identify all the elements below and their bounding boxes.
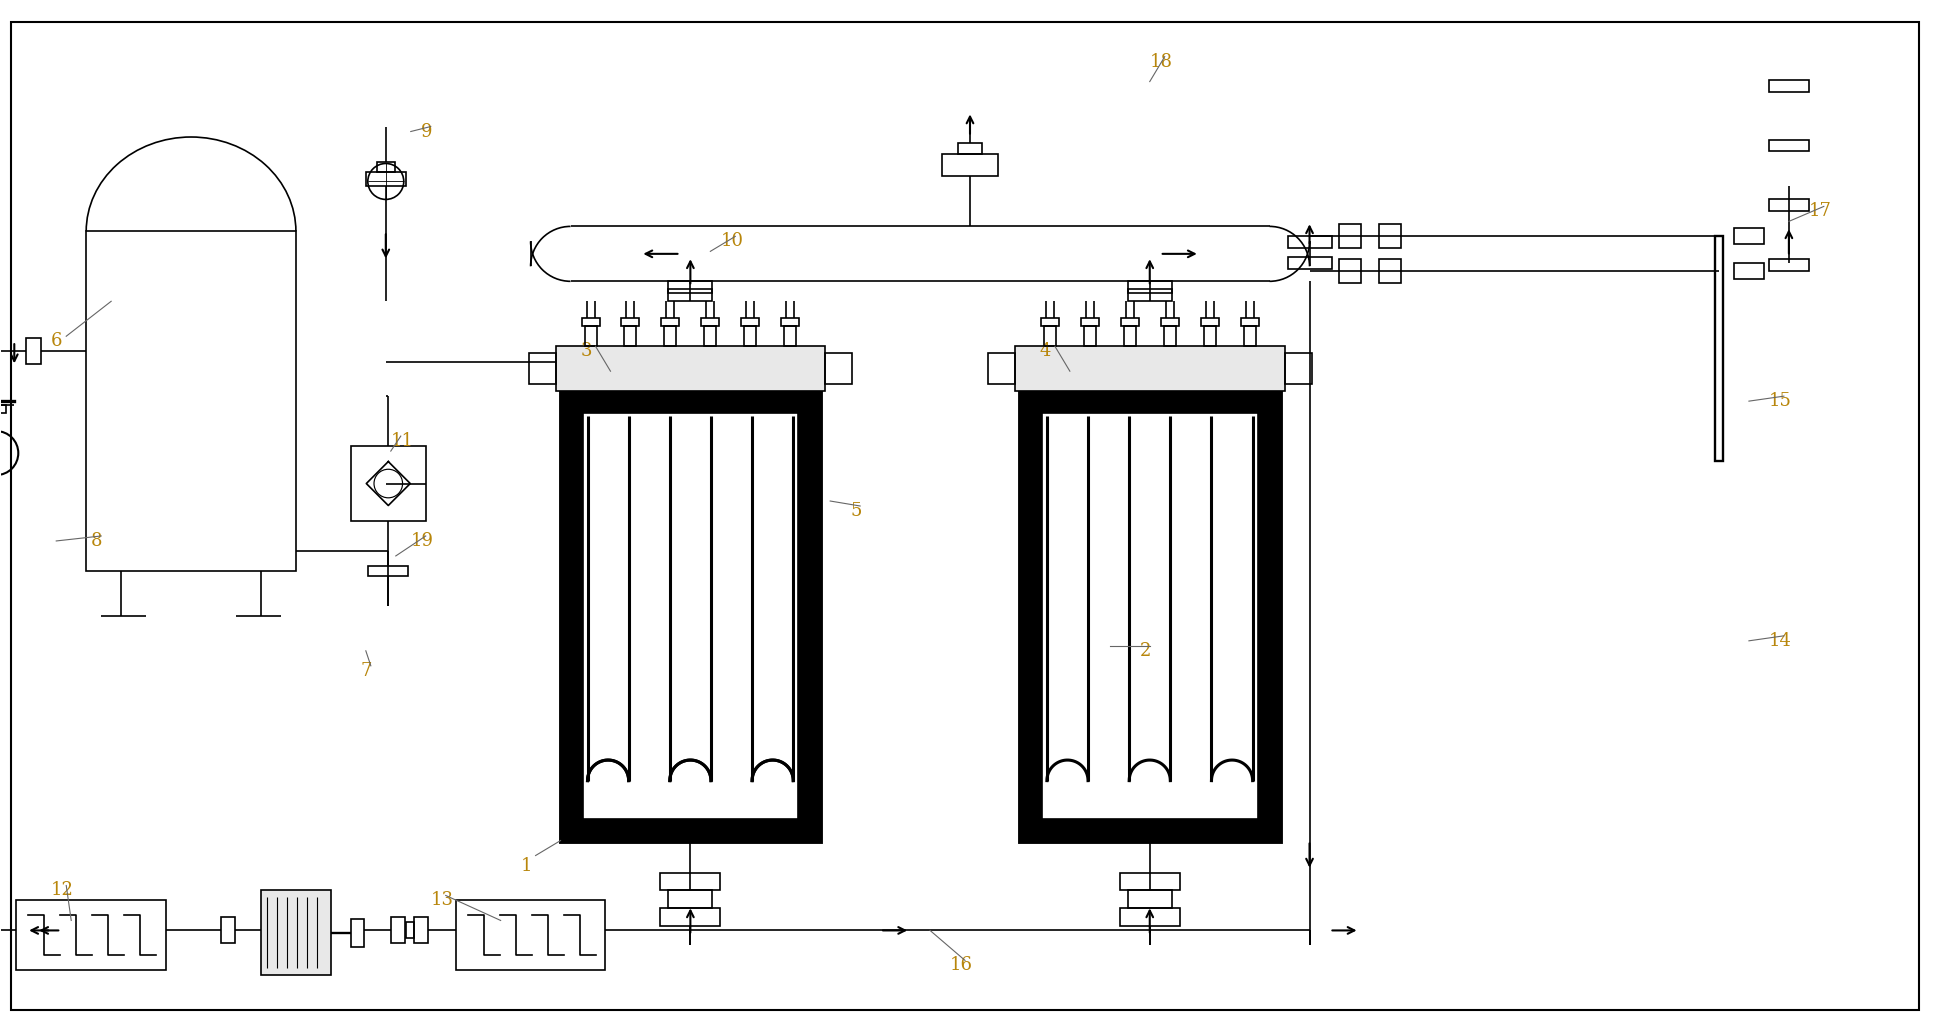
Bar [1715, 237, 1723, 461]
Text: 10: 10 [719, 233, 743, 250]
Text: 17: 17 [1808, 202, 1831, 221]
Bar [1083, 327, 1097, 346]
Bar [582, 414, 799, 819]
Bar [1164, 327, 1176, 346]
Bar [1160, 319, 1178, 327]
Bar [1735, 263, 1764, 280]
Bar [785, 327, 797, 346]
Bar [704, 327, 716, 346]
Bar [1288, 257, 1331, 270]
Bar [1340, 259, 1362, 283]
Bar [1128, 282, 1172, 293]
Bar [1379, 225, 1402, 248]
Text: 3: 3 [580, 342, 592, 360]
Bar [702, 319, 719, 327]
Bar [1288, 237, 1331, 248]
Text: 11: 11 [391, 432, 414, 450]
Bar [456, 901, 605, 970]
Bar [1735, 229, 1764, 244]
Text: 4: 4 [1040, 342, 1052, 360]
Text: 1: 1 [520, 857, 532, 875]
Bar [1240, 319, 1259, 327]
Bar [659, 873, 719, 890]
Bar [1379, 259, 1402, 283]
Bar [988, 353, 1015, 384]
Bar [350, 920, 364, 947]
Bar [625, 327, 636, 346]
Bar [414, 918, 427, 943]
Bar [1120, 873, 1180, 890]
Bar [391, 918, 404, 943]
Text: 18: 18 [1149, 53, 1172, 70]
Bar [350, 446, 425, 521]
Bar [1201, 319, 1218, 327]
Bar [1128, 890, 1172, 909]
Bar [1770, 199, 1808, 211]
Bar [1203, 327, 1216, 346]
Text: 5: 5 [851, 502, 861, 520]
Text: 16: 16 [950, 957, 973, 974]
Bar [781, 319, 799, 327]
Bar [669, 289, 712, 301]
Bar [1120, 909, 1180, 926]
Bar [1244, 327, 1255, 346]
Bar [528, 353, 555, 384]
Text: 19: 19 [410, 532, 433, 550]
Bar [261, 890, 331, 975]
Bar [27, 338, 41, 364]
Bar [87, 232, 296, 571]
Bar [584, 327, 596, 346]
Bar [1015, 346, 1284, 391]
Bar [0, 405, 6, 414]
Bar [1340, 225, 1362, 248]
Bar [665, 327, 677, 346]
Bar [1019, 391, 1280, 840]
Bar [1040, 319, 1060, 327]
Text: 13: 13 [431, 891, 454, 910]
Text: 14: 14 [1770, 632, 1791, 649]
Bar [377, 162, 395, 173]
Bar [555, 346, 826, 391]
Bar [366, 173, 406, 187]
Bar [1284, 353, 1311, 384]
Bar [1044, 327, 1056, 346]
Bar [1770, 259, 1808, 272]
Bar [745, 327, 756, 346]
Text: 12: 12 [50, 881, 73, 900]
Text: 7: 7 [362, 662, 371, 680]
Bar [621, 319, 640, 327]
Bar [659, 909, 719, 926]
Bar [741, 319, 760, 327]
Bar [1124, 327, 1135, 346]
Bar [1042, 414, 1257, 819]
Bar [1770, 80, 1808, 92]
Bar [220, 918, 236, 943]
Bar [15, 901, 166, 970]
Text: 6: 6 [50, 332, 62, 350]
Bar [826, 353, 853, 384]
Bar [1122, 319, 1139, 327]
Text: 9: 9 [422, 123, 431, 141]
Text: 8: 8 [91, 532, 103, 550]
Bar [367, 566, 408, 576]
Bar [406, 922, 414, 938]
Bar [661, 319, 679, 327]
Bar [1128, 289, 1172, 301]
Text: 15: 15 [1770, 392, 1791, 410]
Bar [582, 319, 600, 327]
Bar [1081, 319, 1099, 327]
Bar [942, 154, 998, 177]
Bar [957, 143, 982, 154]
Bar [561, 391, 820, 840]
Bar [669, 890, 712, 909]
Bar [1770, 140, 1808, 151]
Bar [669, 282, 712, 293]
Text: 2: 2 [1139, 642, 1151, 660]
